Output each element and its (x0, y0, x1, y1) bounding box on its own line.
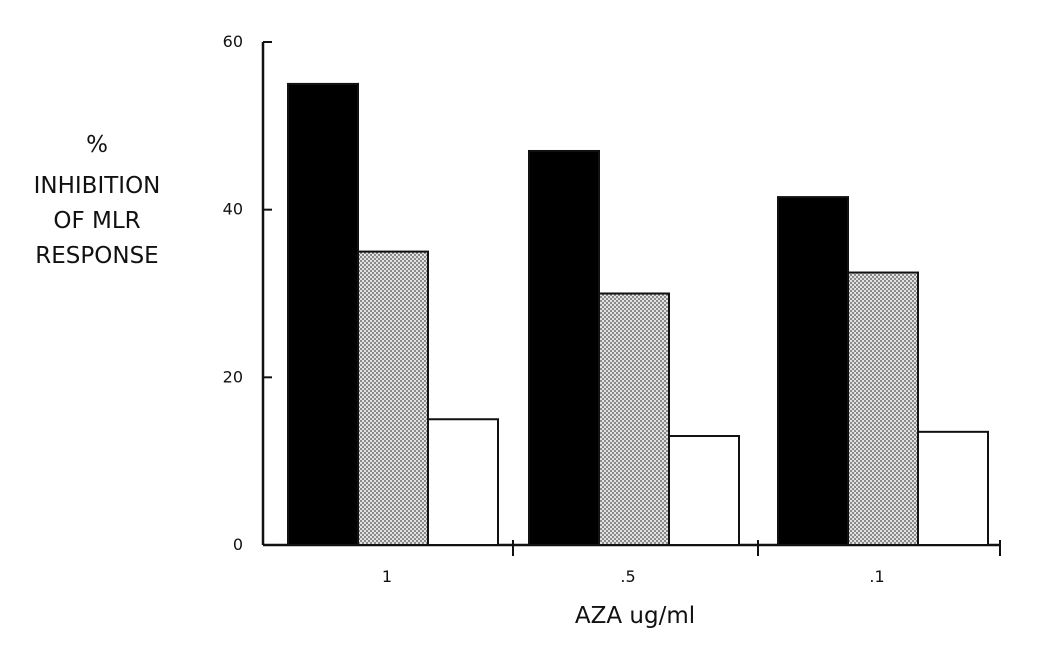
bars (287, 82, 989, 547)
y-axis-label: % INHIBITION OF MLR RESPONSE (34, 132, 161, 269)
x-axis-label: AZA ug/ml (575, 603, 695, 629)
y-axis-label-line: INHIBITION (34, 173, 161, 199)
bar (668, 435, 740, 546)
bar (847, 271, 919, 546)
bar (357, 250, 429, 546)
bar (427, 418, 499, 546)
y-tick-label: 0 (233, 535, 243, 554)
x-tick-label: 1 (382, 567, 392, 586)
y-tick-label: 40 (223, 200, 243, 219)
bar (528, 149, 600, 546)
bar (598, 292, 670, 546)
y-axis-label-line: OF MLR (53, 208, 140, 234)
y-axis-ticks: 0 20 40 60 (223, 32, 272, 554)
bar (287, 82, 359, 547)
y-tick-label: 60 (223, 32, 243, 51)
y-axis-label-line: % (86, 132, 108, 158)
x-axis-ticks: 1 .5 .1 (382, 540, 1001, 586)
x-tick-label: .5 (620, 567, 635, 586)
bar (777, 196, 849, 546)
y-tick-label: 20 (223, 367, 243, 386)
x-tick-label: .1 (869, 567, 884, 586)
y-axis-label-line: RESPONSE (35, 243, 158, 269)
bar (917, 430, 989, 547)
